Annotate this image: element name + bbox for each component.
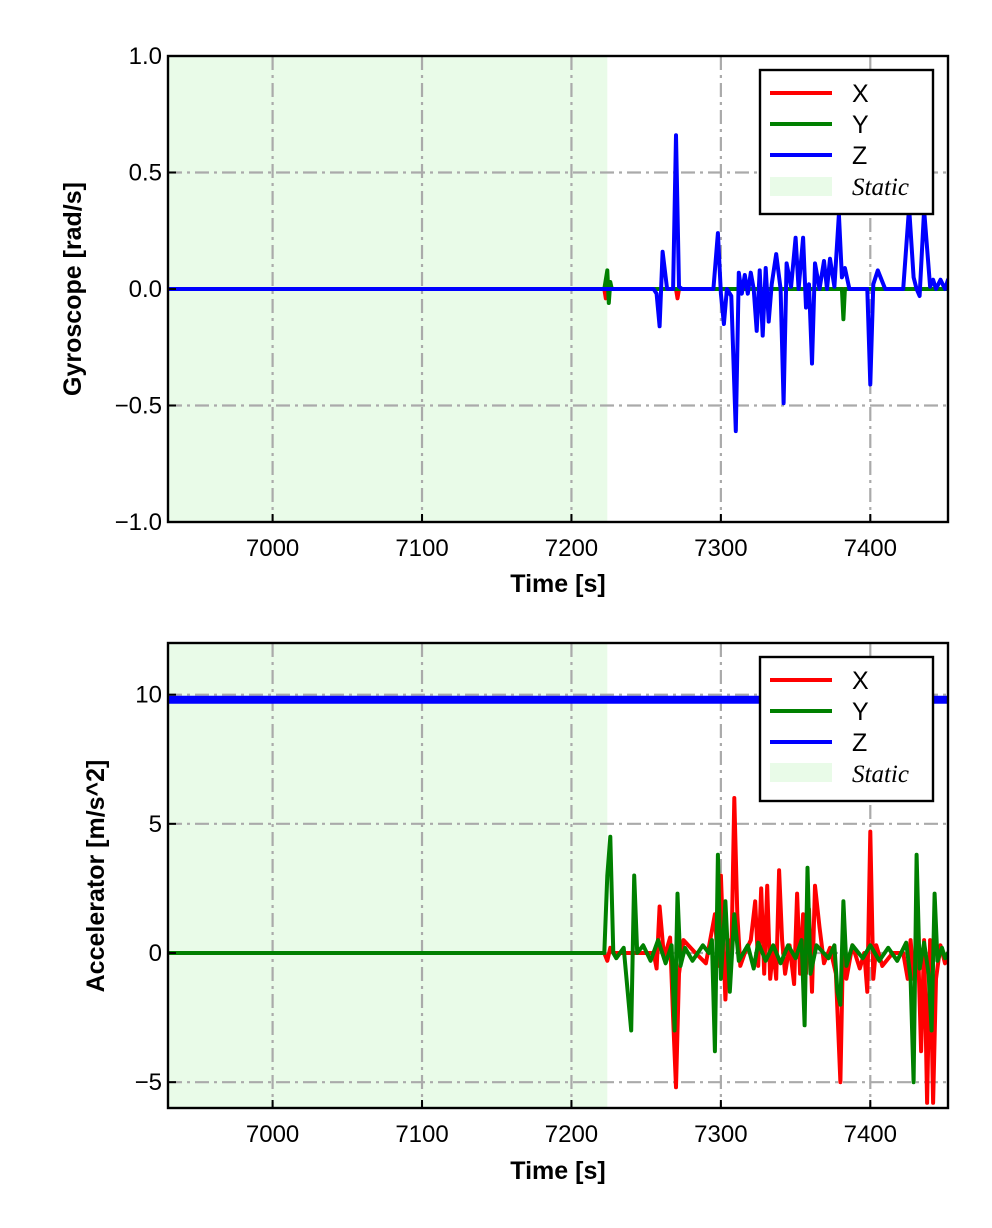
- axis-ticks: 7000 7100 7200 7300 7400 −5 0 5 10: [135, 682, 897, 1148]
- x-tick-label: 7400: [844, 535, 897, 562]
- y-tick-label: 0: [149, 940, 162, 967]
- y-axis-label: Gyroscope [rad/s]: [59, 182, 87, 396]
- series-lines: [168, 133, 948, 434]
- y-tick-label: 1.0: [129, 43, 162, 70]
- y-tick-label: −0.5: [115, 393, 162, 420]
- y-tick-label: 0.0: [129, 276, 162, 303]
- legend-swatch-static: [770, 763, 832, 782]
- plot-frame: [166, 641, 950, 1110]
- legend-label-static: Static: [852, 761, 909, 788]
- legend-label-z: Z: [852, 142, 867, 170]
- x-tick-label: 7200: [545, 1121, 598, 1148]
- y-axis-label: Accelerator [m/s^2]: [82, 760, 110, 993]
- legend-label-x: X: [852, 667, 869, 695]
- accelerometer-chart: 7000 7100 7200 7300 7400 −5 0 5 10 Time [s] Acce…: [82, 641, 950, 1185]
- y-tick-label: −5: [135, 1069, 162, 1096]
- legend-label-z: Z: [852, 729, 867, 757]
- legend-label-y: Y: [852, 698, 869, 726]
- legend: X Y Z Static: [758, 655, 935, 803]
- static-region-fill: [168, 643, 608, 1108]
- gyroscope-chart: 7000 7100 7200 7300 7400 −1.0 −0.5 0.0 0.5 1.0 Ti…: [59, 43, 950, 598]
- x-tick-label: 7400: [844, 1121, 897, 1148]
- legend: X Y Z Static: [758, 68, 935, 216]
- x-tick-label: 7000: [246, 1121, 299, 1148]
- series-line-y: [168, 268, 948, 322]
- y-tick-label: 10: [135, 682, 162, 709]
- y-tick-label: 5: [149, 811, 162, 838]
- x-axis-label: Time [s]: [510, 1157, 605, 1185]
- legend-swatch-static: [770, 177, 832, 196]
- x-tick-label: 7300: [694, 535, 747, 562]
- x-axis-label: Time [s]: [510, 570, 605, 598]
- x-tick-label: 7100: [395, 535, 448, 562]
- y-tick-label: −1.0: [115, 509, 162, 536]
- x-tick-label: 7300: [694, 1121, 747, 1148]
- x-tick-label: 7000: [246, 535, 299, 562]
- x-tick-label: 7200: [545, 535, 598, 562]
- series-line-y: [168, 834, 948, 1085]
- y-tick-label: 0.5: [129, 160, 162, 187]
- axis-ticks: 7000 7100 7200 7300 7400 −1.0 −0.5 0.0 0.5 1.0: [115, 43, 897, 562]
- series-line-z: [168, 133, 948, 434]
- legend-label-static: Static: [852, 174, 909, 201]
- static-region: [168, 643, 608, 1108]
- x-tick-label: 7100: [395, 1121, 448, 1148]
- legend-label-y: Y: [852, 111, 869, 139]
- legend-label-x: X: [852, 80, 869, 108]
